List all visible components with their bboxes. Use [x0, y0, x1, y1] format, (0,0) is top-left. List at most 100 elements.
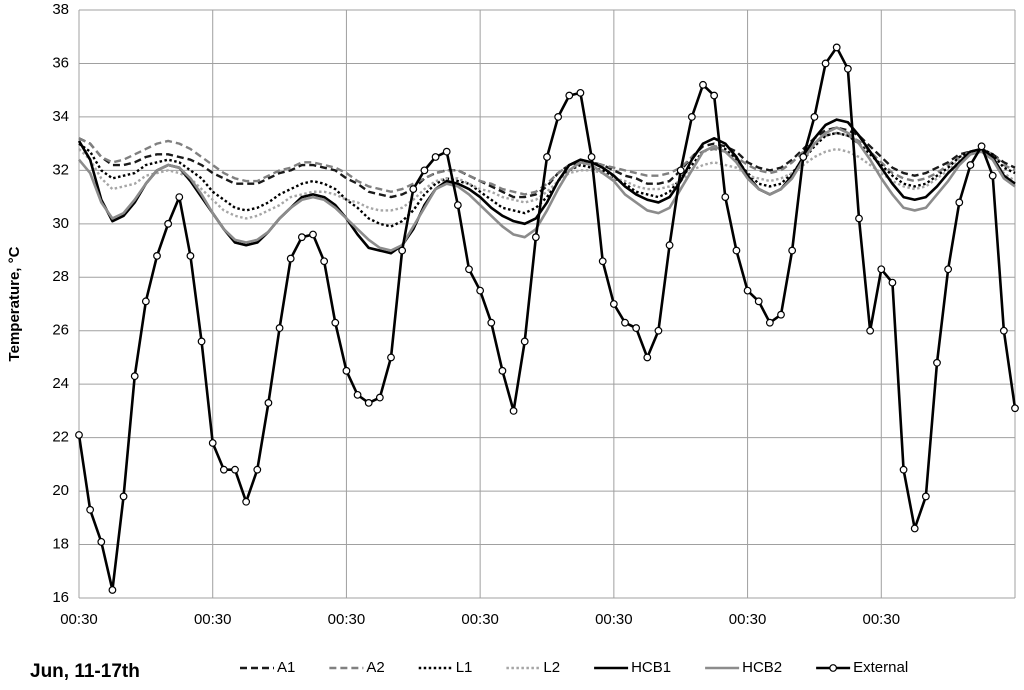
data-point — [264, 398, 273, 407]
data-point — [899, 465, 908, 474]
data-point — [164, 219, 173, 228]
data-point — [342, 366, 351, 375]
data-point — [75, 431, 83, 439]
data-point — [843, 64, 852, 73]
legend-label: L2 — [543, 659, 560, 676]
legend-label: HCB1 — [631, 659, 671, 676]
data-point — [387, 353, 395, 362]
data-point — [609, 300, 618, 308]
data-point — [141, 297, 150, 306]
data-point — [687, 113, 696, 121]
data-point — [977, 142, 986, 151]
data-point — [331, 318, 340, 327]
data-point — [231, 465, 239, 474]
data-point — [97, 537, 106, 546]
data-point — [944, 265, 953, 274]
x-tick-label: 00:30 — [729, 611, 767, 628]
data-point — [643, 353, 652, 362]
data-point — [175, 193, 184, 201]
data-point — [877, 265, 886, 274]
data-point — [710, 91, 719, 100]
data-point — [598, 257, 607, 266]
y-tick-label: 34 — [52, 108, 69, 125]
y-tick-label: 18 — [52, 536, 69, 553]
data-point — [777, 310, 785, 319]
data-point — [297, 233, 306, 242]
legend-label: HCB2 — [742, 659, 782, 676]
data-point — [966, 161, 975, 169]
legend-label: A1 — [277, 659, 295, 676]
data-point — [587, 153, 596, 161]
x-tick-label: 00:30 — [194, 611, 232, 628]
data-point — [665, 241, 674, 250]
legend-marker — [829, 664, 838, 672]
legend-label: A2 — [366, 659, 384, 676]
data-point — [286, 254, 295, 263]
y-tick-label: 20 — [52, 482, 69, 499]
data-point — [531, 233, 540, 242]
data-point — [409, 185, 418, 193]
x-tick-label: 00:30 — [328, 611, 366, 628]
data-point — [576, 88, 585, 97]
data-point — [543, 153, 551, 161]
grid: 16 18 20 22 24 26 28 30 32 34 36 38 00:30 00:30 00:30 0… — [52, 1, 1016, 628]
data-point — [554, 113, 563, 121]
x-tick-label: 00:30 — [461, 611, 499, 628]
data-point — [921, 492, 930, 501]
y-tick-label: 16 — [52, 589, 69, 606]
data-point — [465, 265, 473, 274]
legend-label: External — [853, 659, 908, 676]
data-point — [721, 193, 730, 201]
data-point — [999, 326, 1008, 335]
x-tick-label: 00:30 — [595, 611, 633, 628]
data-point — [676, 166, 685, 175]
data-point — [765, 318, 774, 327]
data-point — [119, 492, 128, 501]
data-point — [988, 171, 997, 180]
data-point — [743, 286, 752, 295]
data-point — [621, 318, 629, 327]
x-tick-label: 00:30 — [60, 611, 98, 628]
data-point — [431, 153, 440, 161]
data-point — [732, 246, 741, 255]
data-point — [197, 337, 206, 346]
data-point — [855, 214, 863, 223]
data-point — [654, 326, 663, 335]
legend-label: L1 — [456, 659, 473, 676]
y-tick-label: 36 — [52, 54, 69, 71]
data-point — [186, 251, 195, 260]
data-point — [86, 505, 95, 514]
data-point — [799, 153, 808, 161]
y-tick-label: 24 — [52, 375, 69, 392]
y-tick-label: 28 — [52, 268, 69, 285]
data-point — [933, 358, 941, 367]
data-point — [821, 59, 830, 68]
data-point — [1011, 404, 1019, 413]
data-point — [253, 465, 262, 474]
series-line — [77, 118, 1016, 255]
data-point — [910, 524, 919, 533]
legend: A1 A2 L1 L2 HCB1 HCB2 External — [240, 659, 908, 676]
data-point — [832, 43, 841, 52]
data-point — [788, 246, 797, 255]
data-point — [108, 586, 117, 594]
data-point — [242, 497, 251, 506]
data-point — [364, 398, 373, 407]
series-line — [78, 126, 1016, 252]
data-point — [353, 390, 362, 399]
data-point — [888, 278, 897, 287]
data-point — [420, 166, 429, 175]
data-point — [754, 297, 763, 306]
y-tick-label: 30 — [52, 215, 69, 232]
data-point — [509, 407, 518, 415]
data-point — [866, 326, 875, 335]
plot-area — [75, 43, 1019, 594]
data-point — [309, 230, 317, 239]
data-point — [398, 246, 407, 255]
data-point — [810, 113, 819, 121]
data-point — [219, 465, 228, 474]
data-point — [153, 251, 161, 260]
data-point — [632, 324, 641, 332]
